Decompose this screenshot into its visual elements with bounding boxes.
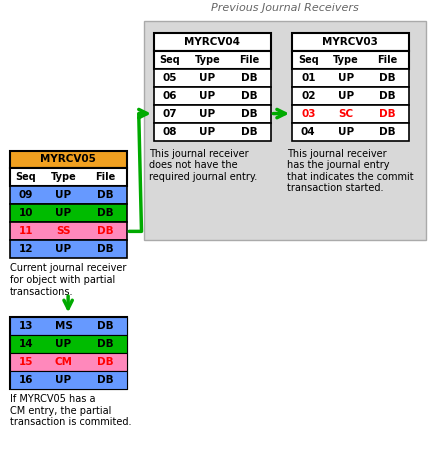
Text: UP: UP (199, 90, 216, 101)
Text: Seq: Seq (298, 54, 319, 65)
FancyBboxPatch shape (292, 122, 409, 140)
Text: 01: 01 (301, 72, 315, 83)
Text: DB: DB (97, 190, 114, 200)
Text: UP: UP (338, 126, 354, 136)
Text: 13: 13 (19, 321, 33, 331)
FancyBboxPatch shape (292, 104, 409, 122)
Text: 11: 11 (19, 226, 33, 236)
FancyBboxPatch shape (154, 69, 271, 86)
FancyBboxPatch shape (10, 317, 127, 389)
FancyBboxPatch shape (292, 69, 409, 86)
FancyBboxPatch shape (154, 86, 271, 104)
Text: 09: 09 (19, 190, 33, 200)
Text: File: File (377, 54, 398, 65)
Text: DB: DB (379, 126, 396, 136)
Text: 02: 02 (301, 90, 315, 101)
Text: If MYRCV05 has a
CM entry, the partial
transaction is commited.: If MYRCV05 has a CM entry, the partial t… (10, 394, 131, 428)
FancyBboxPatch shape (154, 51, 271, 69)
Text: Current journal receiver
for object with partial
transactions.: Current journal receiver for object with… (10, 263, 126, 297)
FancyBboxPatch shape (292, 86, 409, 104)
Text: MS: MS (54, 321, 72, 331)
Text: DB: DB (379, 72, 396, 83)
Text: DB: DB (241, 108, 258, 118)
FancyBboxPatch shape (154, 122, 271, 140)
Text: UP: UP (55, 190, 71, 200)
Text: DB: DB (97, 226, 114, 236)
FancyBboxPatch shape (292, 51, 409, 69)
Text: File: File (95, 172, 116, 182)
Text: SC: SC (338, 108, 353, 118)
Text: DB: DB (241, 90, 258, 101)
FancyBboxPatch shape (10, 150, 127, 168)
Text: DB: DB (97, 339, 114, 349)
Text: Previous Journal Receivers: Previous Journal Receivers (211, 3, 359, 13)
Text: MYRCV04: MYRCV04 (184, 37, 240, 47)
Text: DB: DB (241, 126, 258, 136)
Text: DB: DB (97, 321, 114, 331)
Text: UP: UP (199, 126, 216, 136)
Text: 06: 06 (163, 90, 177, 101)
Text: MYRCV03: MYRCV03 (323, 37, 378, 47)
FancyBboxPatch shape (10, 335, 127, 353)
Text: UP: UP (338, 90, 354, 101)
Text: DB: DB (97, 357, 114, 367)
Text: DB: DB (379, 108, 396, 118)
FancyBboxPatch shape (10, 186, 127, 204)
Text: 12: 12 (19, 244, 33, 254)
Text: 16: 16 (19, 375, 33, 385)
Text: UP: UP (199, 72, 216, 83)
Text: DB: DB (241, 72, 258, 83)
Text: Type: Type (194, 54, 220, 65)
Text: 07: 07 (163, 108, 177, 118)
FancyBboxPatch shape (154, 104, 271, 122)
FancyBboxPatch shape (10, 168, 127, 186)
Text: DB: DB (97, 375, 114, 385)
FancyBboxPatch shape (292, 33, 409, 51)
Text: UP: UP (55, 244, 71, 254)
Text: Type: Type (333, 54, 358, 65)
Text: 03: 03 (301, 108, 315, 118)
FancyBboxPatch shape (10, 353, 127, 371)
Text: UP: UP (55, 208, 71, 218)
Text: DB: DB (97, 208, 114, 218)
FancyBboxPatch shape (10, 371, 127, 389)
Text: 08: 08 (163, 126, 177, 136)
Text: DB: DB (379, 90, 396, 101)
Text: 05: 05 (163, 72, 177, 83)
Text: 10: 10 (19, 208, 33, 218)
FancyBboxPatch shape (10, 204, 127, 222)
Text: UP: UP (199, 108, 216, 118)
Text: 04: 04 (301, 126, 315, 136)
FancyBboxPatch shape (144, 21, 426, 240)
Text: SS: SS (56, 226, 71, 236)
Text: 14: 14 (19, 339, 33, 349)
Text: UP: UP (338, 72, 354, 83)
Text: This journal receiver
has the journal entry
that indicates the commit
transactio: This journal receiver has the journal en… (287, 148, 414, 194)
Text: This journal receiver
does not have the
required journal entry.: This journal receiver does not have the … (149, 148, 257, 182)
Text: DB: DB (97, 244, 114, 254)
FancyBboxPatch shape (10, 240, 127, 258)
Text: Type: Type (51, 172, 76, 182)
FancyBboxPatch shape (154, 33, 271, 51)
Text: MYRCV05: MYRCV05 (40, 154, 96, 165)
FancyBboxPatch shape (10, 222, 127, 240)
Text: CM: CM (54, 357, 73, 367)
Text: UP: UP (55, 375, 71, 385)
Text: 15: 15 (19, 357, 33, 367)
Text: File: File (239, 54, 260, 65)
Text: Seq: Seq (16, 172, 36, 182)
FancyBboxPatch shape (10, 317, 127, 335)
Text: Seq: Seq (160, 54, 180, 65)
Text: UP: UP (55, 339, 71, 349)
